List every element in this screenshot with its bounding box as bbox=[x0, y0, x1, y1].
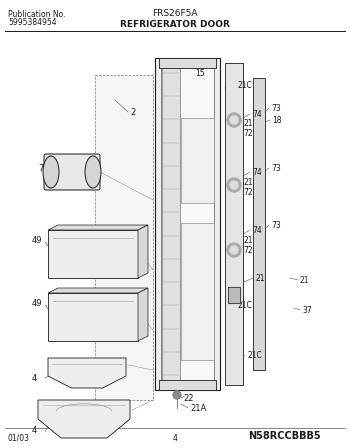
Text: 74: 74 bbox=[252, 225, 262, 234]
Text: 22: 22 bbox=[183, 393, 194, 402]
Circle shape bbox=[230, 246, 238, 254]
Polygon shape bbox=[138, 225, 148, 278]
Ellipse shape bbox=[85, 156, 101, 188]
Text: 21C: 21C bbox=[247, 350, 262, 359]
Text: 21: 21 bbox=[244, 236, 253, 245]
Text: REFRIGERATOR DOOR: REFRIGERATOR DOOR bbox=[120, 20, 230, 29]
FancyBboxPatch shape bbox=[44, 154, 100, 190]
Bar bbox=[162, 65, 180, 383]
Text: 73: 73 bbox=[271, 164, 281, 172]
Polygon shape bbox=[48, 293, 138, 341]
Bar bbox=[159, 380, 216, 390]
Circle shape bbox=[227, 243, 241, 257]
Bar bbox=[181, 223, 214, 360]
Polygon shape bbox=[138, 288, 148, 341]
Text: N58RCCBBB5: N58RCCBBB5 bbox=[248, 431, 321, 441]
Text: 21: 21 bbox=[244, 177, 253, 186]
Text: 21C: 21C bbox=[237, 81, 252, 90]
Text: 4: 4 bbox=[32, 374, 37, 383]
Polygon shape bbox=[48, 288, 148, 293]
Text: 18: 18 bbox=[272, 116, 281, 125]
Circle shape bbox=[227, 113, 241, 127]
Polygon shape bbox=[38, 400, 130, 438]
Text: 5995384954: 5995384954 bbox=[8, 17, 57, 26]
Ellipse shape bbox=[43, 156, 59, 188]
Circle shape bbox=[227, 178, 241, 192]
Text: 4: 4 bbox=[32, 426, 37, 435]
Text: 21C: 21C bbox=[237, 301, 252, 310]
Bar bbox=[161, 64, 214, 384]
Text: 4: 4 bbox=[173, 434, 177, 443]
Text: 73: 73 bbox=[271, 103, 281, 112]
Bar bbox=[253, 78, 265, 370]
Polygon shape bbox=[48, 358, 126, 388]
Bar bbox=[95, 75, 153, 400]
Text: 21A: 21A bbox=[190, 404, 206, 413]
Text: 72: 72 bbox=[243, 188, 253, 197]
Text: 49: 49 bbox=[32, 298, 42, 307]
Text: 49: 49 bbox=[32, 236, 42, 245]
Text: 01/03: 01/03 bbox=[8, 434, 30, 443]
Circle shape bbox=[230, 181, 238, 189]
Text: 2: 2 bbox=[130, 108, 135, 116]
Text: 21: 21 bbox=[300, 276, 309, 284]
Text: 21: 21 bbox=[244, 119, 253, 128]
Text: 15: 15 bbox=[195, 69, 205, 78]
Circle shape bbox=[173, 391, 181, 399]
Polygon shape bbox=[48, 230, 138, 278]
Text: 22B: 22B bbox=[178, 57, 193, 66]
Polygon shape bbox=[228, 287, 240, 303]
Text: 37: 37 bbox=[302, 306, 312, 314]
Bar bbox=[159, 58, 216, 68]
Text: 72: 72 bbox=[243, 129, 253, 138]
Polygon shape bbox=[48, 225, 148, 230]
Text: 7: 7 bbox=[38, 164, 43, 172]
Text: 74: 74 bbox=[252, 109, 262, 119]
Bar bbox=[181, 118, 214, 203]
Text: 13: 13 bbox=[185, 380, 196, 389]
Text: 74: 74 bbox=[252, 168, 262, 177]
Text: FRS26F5A: FRS26F5A bbox=[152, 9, 198, 17]
Circle shape bbox=[230, 116, 238, 124]
Text: 21: 21 bbox=[255, 273, 265, 283]
Text: 72: 72 bbox=[243, 246, 253, 254]
Bar bbox=[155, 58, 220, 390]
Text: Publication No.: Publication No. bbox=[8, 9, 65, 18]
Bar bbox=[225, 63, 243, 385]
Text: 73: 73 bbox=[271, 220, 281, 229]
